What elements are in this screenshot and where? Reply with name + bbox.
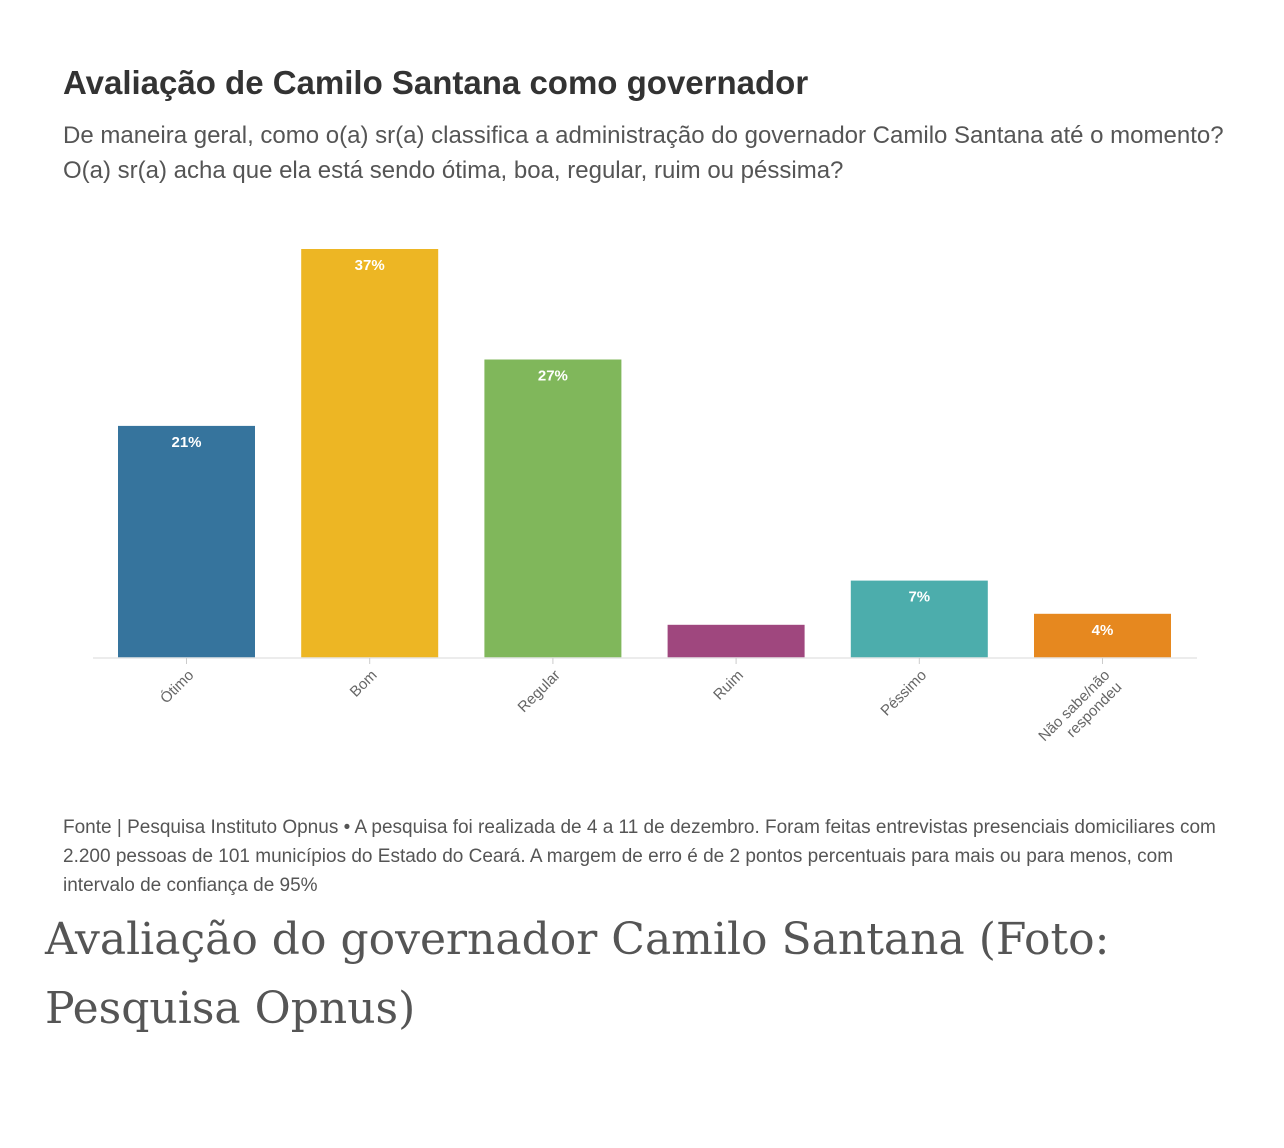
value-label-otimo: 21% <box>171 434 201 451</box>
x-tick-label-pessimo: Péssimo <box>877 667 930 720</box>
value-label-bom: 37% <box>355 257 385 274</box>
bar-regular <box>484 359 622 658</box>
value-label-regular: 27% <box>538 368 568 385</box>
bar-ruim <box>667 624 805 658</box>
bar-pessimo <box>850 580 988 658</box>
bar-bom <box>301 249 439 658</box>
chart-title: Avaliação de Camilo Santana como governa… <box>63 64 809 101</box>
x-tick-label-otimo: Ótimo <box>157 667 197 707</box>
value-label-nao-sabe-nao-respondeu: 4% <box>1092 622 1114 639</box>
chart-source-note: Fonte | Pesquisa Instituto Opnus • A pes… <box>63 817 1216 896</box>
x-tick-label-bom: Bom <box>347 667 381 701</box>
x-tick-label-regular: Regular <box>515 667 564 716</box>
value-labels-layer: 21% 37% 27% 7% 4% <box>171 257 1113 639</box>
bar-chart: 21% 37% 27% 7% 4% Ótimo Bom Regular Ruim Péssimo… <box>93 249 1197 757</box>
chart-subtitle: De maneira geral, como o(a) sr(a) classi… <box>63 122 1224 184</box>
bars-layer <box>118 249 1171 658</box>
x-tick-label-nao-sabe-nao-respondeu: Não sabe/nãorespondeu <box>1035 667 1125 757</box>
x-tick-label-ruim: Ruim <box>710 667 747 704</box>
x-tick-labels-layer: Ótimo Bom Regular Ruim Péssimo Não sabe/nãore… <box>157 658 1125 757</box>
photo-caption: Avaliação do governador Camilo Santana (… <box>45 914 1110 1034</box>
bar-otimo <box>118 425 255 658</box>
bar-nao-sabe-nao-respondeu <box>1034 613 1171 658</box>
value-label-pessimo: 7% <box>908 589 930 606</box>
